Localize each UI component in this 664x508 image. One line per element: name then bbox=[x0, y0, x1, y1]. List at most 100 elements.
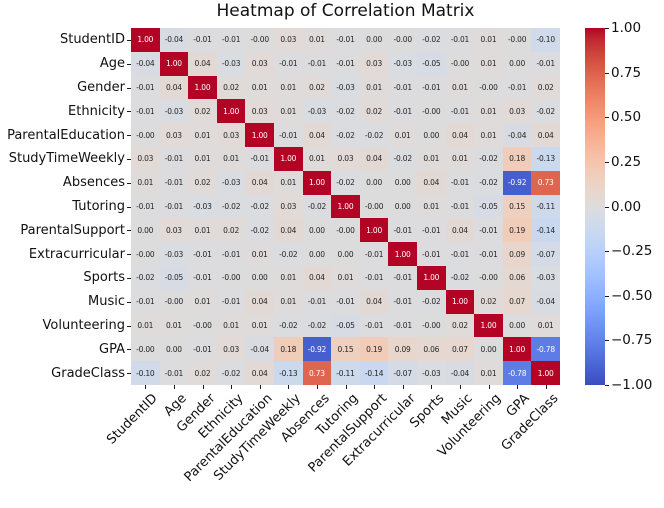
heatmap-cell: 0.02 bbox=[445, 313, 475, 338]
heatmap-cell: 0.02 bbox=[188, 99, 217, 124]
y-tick-mark bbox=[127, 183, 131, 184]
heatmap-cell: -0.11 bbox=[331, 361, 360, 385]
heatmap-cell: 0.01 bbox=[245, 242, 274, 266]
heatmap-cell: 1.00 bbox=[131, 28, 160, 52]
y-tick-label: GradeClass bbox=[51, 365, 125, 381]
heatmap-cell: -0.00 bbox=[131, 337, 160, 362]
heatmap-cell: 0.03 bbox=[216, 123, 246, 147]
heatmap-cell: 0.04 bbox=[245, 170, 274, 195]
heatmap-cell: 0.01 bbox=[131, 170, 160, 195]
heatmap-cell: 0.02 bbox=[531, 75, 560, 100]
heatmap-cell: -0.02 bbox=[302, 194, 332, 219]
heatmap-cell: -0.00 bbox=[359, 194, 389, 219]
heatmap-cell: 0.01 bbox=[274, 170, 303, 195]
heatmap-cell: -0.01 bbox=[388, 265, 417, 290]
y-tick-mark bbox=[127, 111, 131, 112]
heatmap-cell: -0.01 bbox=[359, 265, 389, 290]
heatmap-cell: -0.10 bbox=[531, 28, 560, 52]
heatmap-cell: 0.07 bbox=[502, 289, 532, 314]
heatmap-cell: 0.01 bbox=[331, 265, 360, 290]
heatmap-cell: 0.02 bbox=[474, 289, 503, 314]
heatmap-cell: -0.01 bbox=[474, 242, 503, 266]
heatmap-cell: 0.09 bbox=[388, 337, 417, 362]
heatmap-cell: -0.02 bbox=[359, 123, 389, 147]
x-tick-mark bbox=[317, 385, 318, 389]
heatmap-cell: 0.01 bbox=[302, 28, 332, 52]
heatmap-cell: 1.00 bbox=[216, 99, 246, 124]
y-tick-mark bbox=[127, 88, 131, 89]
heatmap-cell: -0.01 bbox=[359, 242, 389, 266]
heatmap-cell: -0.05 bbox=[417, 51, 446, 76]
x-tick-mark bbox=[346, 385, 347, 389]
heatmap-cell: -0.04 bbox=[502, 123, 532, 147]
heatmap-cell: 0.03 bbox=[131, 146, 160, 171]
heatmap-cell: -0.01 bbox=[359, 313, 389, 338]
heatmap-cell: 0.00 bbox=[331, 242, 360, 266]
y-tick-mark bbox=[127, 278, 131, 279]
heatmap-cell: -0.00 bbox=[417, 313, 446, 338]
heatmap-cell: 0.02 bbox=[216, 75, 246, 100]
heatmap-cell: 0.01 bbox=[159, 313, 189, 338]
heatmap-cell: -0.01 bbox=[188, 242, 217, 266]
x-tick-mark bbox=[260, 385, 261, 389]
heatmap-cell: 1.00 bbox=[417, 265, 446, 290]
y-tick-mark bbox=[127, 64, 131, 65]
heatmap-cell: 0.00 bbox=[388, 194, 417, 219]
heatmap-cell: -0.00 bbox=[188, 313, 217, 338]
heatmap-cell: -0.01 bbox=[159, 361, 189, 385]
heatmap-cell: -0.02 bbox=[216, 361, 246, 385]
heatmap-cell: -0.02 bbox=[331, 99, 360, 124]
heatmap-cell: -0.01 bbox=[216, 28, 246, 52]
y-axis-labels: StudentID Age Gender Ethnicity ParentalEduca… bbox=[0, 28, 125, 385]
heatmap-cell: -0.02 bbox=[388, 146, 417, 171]
chart-title: Heatmap of Correlation Matrix bbox=[216, 1, 475, 21]
heatmap-cell: 0.02 bbox=[188, 170, 217, 195]
heatmap-cell: 0.04 bbox=[274, 218, 303, 243]
x-tick-mark bbox=[517, 385, 518, 389]
heatmap-cell: -0.04 bbox=[531, 289, 560, 314]
heatmap-cell: 0.01 bbox=[274, 75, 303, 100]
heatmap-cell: -0.05 bbox=[159, 265, 189, 290]
heatmap-cell: 0.01 bbox=[474, 99, 503, 124]
heatmap-cell: 0.01 bbox=[245, 313, 274, 338]
heatmap-cell: -0.04 bbox=[445, 361, 475, 385]
heatmap-cell: -0.03 bbox=[388, 51, 417, 76]
colorbar-tick-mark bbox=[605, 207, 609, 208]
heatmap-cell: -0.02 bbox=[302, 313, 332, 338]
heatmap-cell: 0.09 bbox=[502, 242, 532, 266]
heatmap-cell: 0.04 bbox=[245, 289, 274, 314]
colorbar-tick-label: 0.25 bbox=[611, 154, 642, 170]
heatmap-cell: 0.01 bbox=[474, 51, 503, 76]
heatmap-cell: 0.19 bbox=[502, 218, 532, 243]
heatmap-cell: 0.00 bbox=[359, 28, 389, 52]
heatmap-cell: -0.02 bbox=[274, 313, 303, 338]
heatmap-cell: -0.07 bbox=[531, 242, 560, 266]
colorbar-tick-mark bbox=[605, 117, 609, 118]
heatmap-cell: 0.73 bbox=[302, 361, 332, 385]
y-tick-label: ParentalSupport bbox=[20, 222, 125, 238]
heatmap-cell: 0.03 bbox=[245, 99, 274, 124]
heatmap-cell: -0.11 bbox=[531, 194, 560, 219]
heatmap-cell: 0.01 bbox=[359, 75, 389, 100]
x-tick-mark bbox=[203, 385, 204, 389]
heatmap-cell: 0.01 bbox=[417, 194, 446, 219]
heatmap-cell: 0.03 bbox=[359, 51, 389, 76]
heatmap-cell: 0.00 bbox=[474, 337, 503, 362]
heatmap-cell: 0.01 bbox=[388, 123, 417, 147]
colorbar-tick-label: 0.50 bbox=[611, 109, 642, 125]
heatmap-cell: 0.18 bbox=[502, 146, 532, 171]
heatmap-cell: 0.04 bbox=[359, 289, 389, 314]
heatmap-cell: 0.01 bbox=[188, 289, 217, 314]
y-tick-mark bbox=[127, 373, 131, 374]
heatmap-cell: -0.92 bbox=[302, 337, 332, 362]
heatmap-cell: -0.00 bbox=[131, 123, 160, 147]
heatmap-cell: -0.03 bbox=[159, 99, 189, 124]
heatmap-cell: 0.01 bbox=[131, 313, 160, 338]
heatmap-cell: 0.04 bbox=[245, 361, 274, 385]
heatmap-cell: -0.02 bbox=[445, 265, 475, 290]
heatmap-cell: -0.03 bbox=[188, 194, 217, 219]
heatmap-cell: -0.02 bbox=[245, 218, 274, 243]
y-tick-label: StudentID bbox=[59, 32, 125, 48]
heatmap-cell: 1.00 bbox=[388, 242, 417, 266]
heatmap-cell: -0.13 bbox=[274, 361, 303, 385]
